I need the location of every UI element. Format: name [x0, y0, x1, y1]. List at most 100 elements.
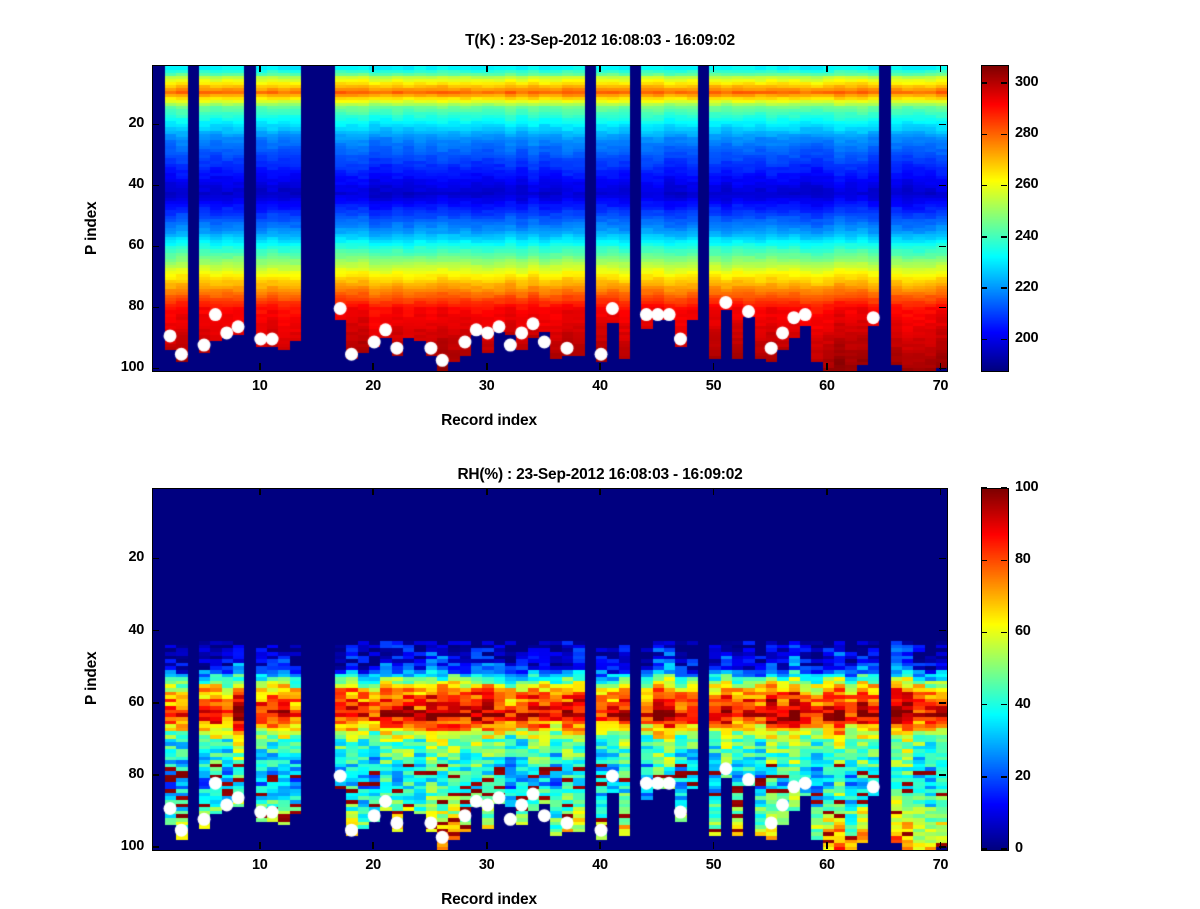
x-tick-label: 10 — [251, 378, 268, 394]
colorbar-tick-mark — [981, 487, 987, 489]
y-tick-mark — [939, 184, 946, 187]
x-tick-label: 60 — [819, 378, 835, 394]
y-tick-label: 60 — [128, 693, 144, 710]
temperature-colorbar-canvas — [982, 66, 1008, 371]
colorbar-tick-mark — [981, 236, 987, 238]
x-tick-mark — [599, 363, 601, 370]
colorbar-tick-mark — [1001, 703, 1007, 706]
temperature-colorbar[interactable] — [981, 65, 1009, 372]
colorbar-tick-mark — [1001, 559, 1007, 562]
colorbar-tick-label: 200 — [1015, 330, 1039, 347]
x-tick-label: 50 — [705, 378, 722, 394]
panel-humidity: RH(%) : 23-Sep-2012 16:08:03 - 16:09:02 … — [0, 450, 1200, 908]
x-tick-mark — [259, 363, 261, 370]
y-tick-mark — [939, 245, 946, 248]
colorbar-tick-mark — [981, 287, 987, 289]
y-tick-mark — [152, 306, 159, 309]
colorbar-tick-mark — [981, 776, 987, 778]
y-tick-mark — [152, 367, 159, 370]
y-tick-label: 60 — [128, 237, 144, 254]
x-tick-label: 10 — [251, 857, 268, 873]
x-tick-label: 30 — [478, 378, 495, 394]
colorbar-tick-mark — [981, 133, 987, 136]
y-tick-mark — [152, 245, 159, 248]
x-tick-mark — [259, 65, 261, 72]
x-tick-mark — [939, 363, 942, 370]
colorbar-tick-mark — [981, 848, 987, 850]
x-tick-label: 50 — [705, 857, 722, 873]
humidity-heatmap-canvas — [153, 489, 947, 850]
x-tick-mark — [485, 363, 488, 370]
colorbar-tick-label: 0 — [1015, 840, 1023, 856]
panel-temperature: T(K) : 23-Sep-2012 16:08:03 - 16:09:02 1… — [0, 0, 1200, 450]
colorbar-tick-mark — [1001, 82, 1007, 84]
humidity-y-axis-label: P index — [83, 651, 100, 705]
x-tick-mark — [259, 488, 261, 495]
y-tick-label: 100 — [120, 838, 145, 855]
colorbar-tick-label: 280 — [1015, 125, 1039, 142]
x-tick-mark — [259, 842, 261, 849]
colorbar-tick-mark — [1001, 236, 1007, 238]
x-tick-mark — [485, 65, 488, 72]
x-tick-mark — [372, 65, 375, 72]
colorbar-tick-label: 60 — [1015, 623, 1031, 640]
humidity-heatmap-axes[interactable] — [152, 488, 948, 851]
colorbar-tick-label: 220 — [1015, 278, 1039, 295]
y-tick-mark — [939, 774, 946, 776]
x-tick-mark — [372, 842, 375, 849]
colorbar-tick-mark — [981, 631, 987, 634]
colorbar-tick-mark — [981, 184, 987, 187]
x-tick-mark — [599, 65, 601, 72]
colorbar-tick-label: 240 — [1015, 227, 1039, 244]
x-tick-label: 70 — [932, 857, 949, 873]
temperature-heatmap-axes[interactable] — [152, 65, 948, 372]
y-tick-mark — [939, 123, 946, 126]
temperature-y-axis-label: P index — [83, 201, 100, 255]
x-tick-mark — [485, 488, 488, 495]
x-tick-label: 40 — [592, 378, 608, 394]
x-tick-label: 20 — [365, 857, 381, 873]
x-tick-mark — [372, 488, 375, 495]
humidity-x-axis-label: Record index — [441, 891, 537, 908]
x-tick-label: 30 — [478, 857, 495, 873]
y-tick-mark — [152, 123, 159, 126]
temperature-x-axis-label: Record index — [441, 412, 537, 429]
x-tick-mark — [826, 363, 828, 370]
colorbar-tick-label: 260 — [1015, 176, 1039, 193]
colorbar-tick-label: 100 — [1015, 479, 1039, 495]
y-tick-label: 80 — [128, 765, 144, 782]
x-tick-mark — [712, 363, 715, 370]
colorbar-tick-label: 40 — [1015, 695, 1031, 712]
x-tick-mark — [372, 363, 375, 370]
x-tick-mark — [599, 488, 601, 495]
x-tick-label: 40 — [592, 857, 608, 873]
colorbar-tick-mark — [981, 559, 987, 562]
y-tick-mark — [152, 774, 159, 776]
humidity-colorbar-canvas — [982, 489, 1008, 850]
x-tick-mark — [939, 65, 942, 72]
colorbar-tick-mark — [1001, 184, 1007, 187]
x-tick-mark — [939, 842, 942, 849]
y-tick-label: 100 — [120, 359, 145, 376]
x-tick-mark — [826, 842, 828, 849]
humidity-colorbar[interactable] — [981, 488, 1009, 851]
colorbar-tick-mark — [1001, 848, 1007, 850]
y-tick-mark — [152, 629, 159, 632]
y-tick-mark — [152, 557, 159, 560]
colorbar-tick-mark — [1001, 487, 1007, 489]
y-tick-mark — [939, 846, 946, 849]
y-tick-mark — [939, 557, 946, 560]
y-tick-label: 20 — [128, 115, 144, 132]
colorbar-tick-mark — [1001, 338, 1007, 341]
x-tick-label: 60 — [819, 857, 835, 873]
y-tick-mark — [939, 702, 946, 704]
y-tick-label: 80 — [128, 298, 144, 315]
colorbar-tick-mark — [981, 338, 987, 341]
x-tick-mark — [599, 842, 601, 849]
colorbar-tick-label: 300 — [1015, 73, 1039, 90]
colorbar-tick-mark — [1001, 776, 1007, 778]
x-tick-mark — [485, 842, 488, 849]
colorbar-tick-mark — [981, 703, 987, 706]
colorbar-tick-mark — [1001, 133, 1007, 136]
x-tick-label: 70 — [932, 378, 949, 394]
